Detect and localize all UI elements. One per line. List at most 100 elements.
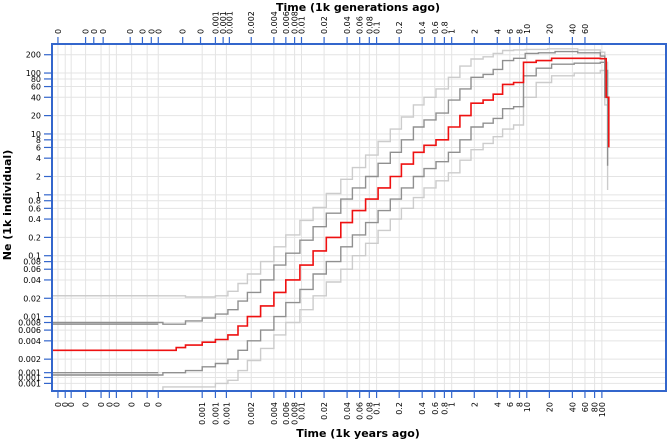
x-top-tick-label: 0.4 <box>418 21 427 34</box>
x-bottom-tick-label: 1 <box>448 402 457 407</box>
y-tick-label: 60 <box>31 83 41 92</box>
y-tick-label: 0.006 <box>18 326 41 335</box>
x-bottom-tick-label: 0.08 <box>365 402 374 420</box>
x-top-tick-label: 1 <box>448 29 457 34</box>
y-tick-label: 0.02 <box>23 294 41 303</box>
y-tick-label: 0.01 <box>23 313 41 322</box>
y-tick-label: 10 <box>31 130 41 139</box>
y-tick-label: 0.004 <box>18 337 41 346</box>
x-top-tick-label: 0.006 <box>282 11 291 34</box>
x-bottom-tick-label: 0.002 <box>247 402 256 425</box>
x-bottom-axis-title: Time (1k years ago) <box>296 427 420 440</box>
y-tick-label: 200 <box>26 51 41 60</box>
x-top-tick-label: 0.04 <box>343 16 352 34</box>
series-upper-inner <box>52 50 609 325</box>
x-top-tick-label: 0.1 <box>373 21 382 34</box>
x-bottom-tick-label: 10 <box>523 402 532 412</box>
x-top-tick-label: 0.2 <box>395 21 404 34</box>
y-tick-label: 2 <box>36 172 41 181</box>
y-tick-label: 20 <box>31 112 41 121</box>
y-tick-label: 8 <box>36 136 41 145</box>
x-bottom-tick-label: 0 <box>97 402 106 407</box>
y-tick-label: 0.001 <box>18 373 41 382</box>
y-tick-label: 0.06 <box>23 265 41 274</box>
x-bottom-tick-label: 0.001 <box>211 402 220 425</box>
x-top-tick-label: 0.001 <box>225 11 234 34</box>
x-top-tick-label: 2 <box>470 29 479 34</box>
x-bottom-tick-label: 4 <box>493 402 502 407</box>
x-top-tick-label: 0.001 <box>211 11 220 34</box>
x-top-tick-label: 0.008 <box>291 11 300 34</box>
x-top-tick-label: 0.06 <box>356 16 365 34</box>
x-bottom-tick-label: 0 <box>54 402 63 407</box>
x-bottom-tick-label: 0.8 <box>440 402 449 415</box>
x-bottom-tick-label: 0.001 <box>198 402 207 425</box>
x-bottom-tick-label: 0 <box>67 402 76 407</box>
y-tick-label: 0.8 <box>28 197 41 206</box>
y-tick-label: 0.002 <box>18 355 41 364</box>
x-top-tick-label: 0 <box>147 29 156 34</box>
x-top-tick-label: 20 <box>545 24 554 34</box>
x-bottom-tick-label: 0.004 <box>270 402 279 425</box>
x-top-tick-label: 0 <box>197 29 206 34</box>
y-tick-label: 0.001 <box>18 369 41 378</box>
y-tick-label: 40 <box>31 93 41 102</box>
x-bottom-tick-label: 20 <box>545 402 554 412</box>
x-top-tick-label: 0 <box>179 29 188 34</box>
x-top-tick-label: 0.8 <box>440 21 449 34</box>
x-top-tick-label: 0.002 <box>247 11 256 34</box>
x-bottom-tick-label: 0.04 <box>343 402 352 420</box>
grid-lines <box>52 44 666 391</box>
x-bottom-tick-label: 0.008 <box>291 402 300 425</box>
x-bottom-tick-label: 100 <box>598 402 607 417</box>
y-tick-label: 0.4 <box>28 215 41 224</box>
x-bottom-tick-label: 0.001 <box>222 402 231 425</box>
y-tick-label: 6 <box>36 143 41 152</box>
x-top-tick-label: 0.01 <box>298 16 307 34</box>
x-top-tick-label: 0.08 <box>365 16 374 34</box>
y-axis-title: Ne (1k individual) <box>1 150 14 260</box>
x-bottom-tick-label: 0 <box>128 402 137 407</box>
x-top-tick-label: 40 <box>568 24 577 34</box>
x-bottom-axis-ticks: 000 0 0 00 0 0 0 0.001 0.001 0.001 0.002 0.004 0.006… <box>54 391 607 425</box>
x-top-axis-title: Time (1k generations ago) <box>276 1 440 14</box>
y-tick-label: 1 <box>36 191 41 200</box>
x-bottom-tick-label: 0.4 <box>418 402 427 415</box>
x-bottom-tick-label: 8 <box>516 402 525 407</box>
y-tick-label: 0.1 <box>28 252 41 261</box>
x-top-tick-label: 0 <box>154 29 163 34</box>
x-bottom-tick-label: 6 <box>506 402 515 407</box>
x-bottom-tick-label: 0.6 <box>431 402 440 415</box>
x-top-tick-label: 4 <box>493 29 502 34</box>
y-tick-label: 0.008 <box>18 319 41 328</box>
x-top-tick-label: 8 <box>516 29 525 34</box>
x-bottom-tick-label: 0.02 <box>320 402 329 420</box>
x-top-tick-label: 0.004 <box>270 11 279 34</box>
x-bottom-tick-label: 0.06 <box>356 402 365 420</box>
x-top-tick-label: 6 <box>506 29 515 34</box>
x-bottom-tick-label: 2 <box>470 402 479 407</box>
x-bottom-tick-label: 60 <box>581 402 590 412</box>
y-tick-label: 0.6 <box>28 204 41 213</box>
x-bottom-tick-label: 0.2 <box>395 402 404 415</box>
series-group <box>52 48 610 392</box>
x-bottom-tick-label: 0 <box>112 402 121 407</box>
x-top-tick-label: 0 <box>99 29 108 34</box>
x-bottom-tick-label: 0.1 <box>373 402 382 415</box>
x-top-tick-label: 0 <box>82 29 91 34</box>
x-bottom-tick-label: 0 <box>154 402 163 407</box>
series-upper-outer <box>52 48 609 298</box>
y-tick-label: 0.2 <box>28 233 41 242</box>
y-tick-label: 100 <box>26 69 41 78</box>
y-tick-label: 0.001 <box>18 379 41 388</box>
y-tick-label: 4 <box>36 154 41 163</box>
x-top-tick-label: 0 <box>90 29 99 34</box>
x-top-tick-label: 0 <box>54 29 63 34</box>
x-bottom-tick-label: 0 <box>61 402 70 407</box>
y-tick-label: 0.08 <box>23 258 41 267</box>
x-top-tick-label: 60 <box>581 24 590 34</box>
x-top-tick-label: 0.6 <box>431 21 440 34</box>
